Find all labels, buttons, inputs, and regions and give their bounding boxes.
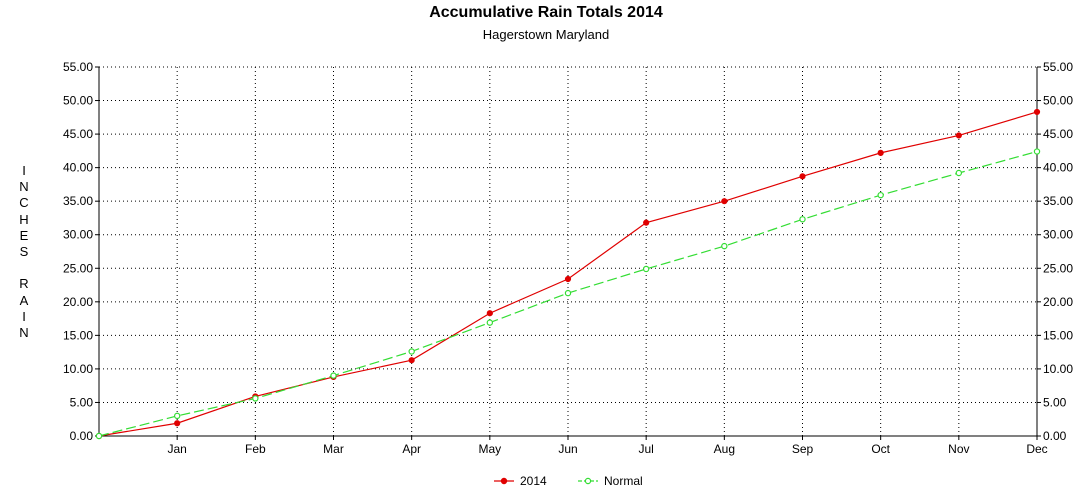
y-tick-label-right: 40.00: [1043, 161, 1073, 175]
y-tick-label-left: 10.00: [63, 362, 93, 376]
y-tick-label-left: 40.00: [63, 161, 93, 175]
data-point-1: [173, 412, 181, 420]
data-point-0: [955, 132, 962, 139]
data-point-1: [408, 348, 415, 355]
x-tick-label: Dec: [1026, 442, 1047, 456]
data-point-0: [486, 310, 493, 317]
x-tick-label: Jan: [167, 442, 186, 456]
data-point-1: [252, 395, 259, 402]
x-tick-label: Mar: [323, 442, 344, 456]
x-tick-label: Sep: [792, 442, 814, 456]
legend-item: 2014: [494, 474, 547, 488]
y-tick-label-left: 35.00: [63, 194, 93, 208]
data-point-1: [564, 289, 572, 297]
x-tick-label: Jun: [558, 442, 577, 456]
y-tick-label-right: 35.00: [1043, 194, 1073, 208]
y-tick-label-right: 55.00: [1043, 60, 1073, 74]
y-tick-label-left: 15.00: [63, 328, 93, 342]
series-lines: [95, 108, 1041, 440]
y-tick-label-left: 30.00: [63, 228, 93, 242]
data-point-1: [1033, 148, 1041, 155]
x-tick-label: Apr: [402, 442, 421, 456]
data-point-1: [330, 372, 337, 379]
legend-label: 2014: [520, 474, 547, 488]
y-tick-label-right: 10.00: [1043, 362, 1073, 376]
y-tick-label-left: 55.00: [63, 60, 93, 74]
data-point-0: [643, 219, 650, 226]
data-point-0: [877, 149, 884, 156]
y-axis-label: I N C H E S R A I N: [19, 163, 29, 341]
y-tick-label-left: 45.00: [63, 127, 93, 141]
grid-lines: [99, 66, 1037, 436]
chart-title: Accumulative Rain Totals 2014: [429, 4, 663, 21]
axes: 0.00 0.00 5.00 5.00 10.00 10.00 15.00 15.00 20.0…: [63, 60, 1073, 456]
data-point-1: [799, 216, 806, 223]
x-tick-label: Nov: [948, 442, 969, 456]
y-tick-label-right: 20.00: [1043, 295, 1073, 309]
y-tick-label-right: 0.00: [1043, 429, 1067, 443]
y-tick-label-right: 25.00: [1043, 261, 1073, 275]
y-tick-label-right: 45.00: [1043, 127, 1073, 141]
x-tick-label: Jul: [638, 442, 653, 456]
x-tick-label: May: [478, 442, 501, 456]
y-tick-label-left: 20.00: [63, 295, 93, 309]
data-point-1: [642, 265, 650, 273]
y-tick-label-left: 50.00: [63, 94, 93, 108]
y-tick-label-left: 0.00: [70, 429, 94, 443]
x-tick-label: Aug: [714, 442, 735, 456]
data-point-0: [1033, 108, 1041, 116]
data-point-0: [799, 173, 806, 180]
legend-swatch: [494, 477, 514, 485]
data-point-0: [564, 275, 572, 283]
data-point-0: [174, 420, 181, 427]
data-point-1: [721, 242, 728, 250]
data-point-1: [486, 319, 494, 326]
legend-swatch: [578, 477, 598, 485]
data-point-0: [408, 357, 415, 364]
data-point-1: [955, 169, 963, 177]
y-tick-label-left: 5.00: [70, 395, 94, 409]
chart-subtitle: Hagerstown Maryland: [482, 27, 610, 42]
y-tick-label-right: 5.00: [1043, 395, 1067, 409]
data-point-0: [721, 198, 728, 205]
y-tick-label-left: 25.00: [63, 261, 93, 275]
legend-label: Normal: [604, 474, 643, 488]
x-tick-label: Oct: [871, 442, 890, 456]
legend-item: Normal: [578, 474, 643, 488]
y-tick-label-right: 30.00: [1043, 228, 1073, 242]
y-tick-label-right: 15.00: [1043, 328, 1073, 342]
y-tick-label-right: 50.00: [1043, 94, 1073, 108]
data-point-1: [95, 432, 103, 440]
x-tick-label: Feb: [245, 442, 266, 456]
data-point-1: [877, 191, 884, 199]
